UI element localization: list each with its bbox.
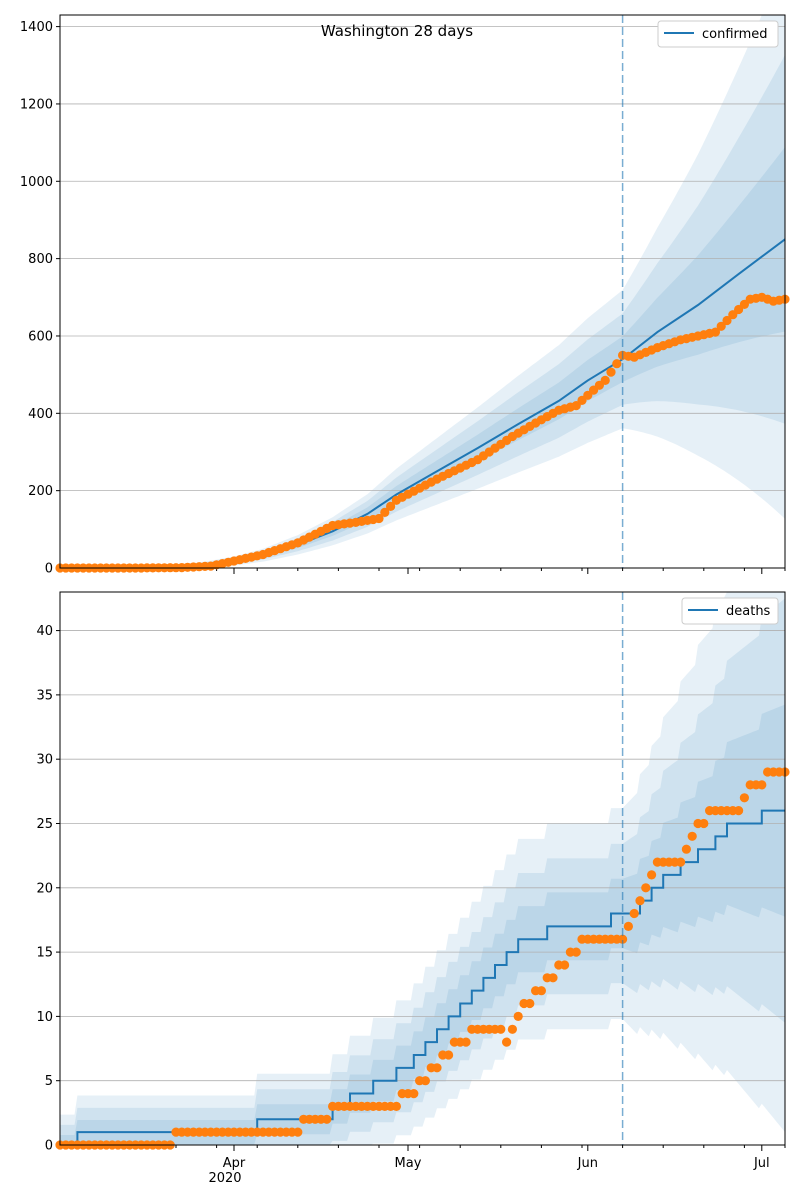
top-ytick-label: 600 (28, 329, 53, 344)
bot-ytick-label: 25 (36, 817, 53, 832)
bot-observed-point (635, 896, 645, 906)
bot-observed-point (629, 908, 639, 919)
bot-observed-point (391, 1101, 401, 1111)
bot-observed-point (496, 1024, 506, 1034)
top-legend: confirmed (657, 20, 779, 48)
bot-observed-point (757, 780, 767, 790)
bot-ytick-label: 10 (36, 1010, 53, 1025)
bot-ytick-label: 35 (36, 688, 53, 703)
xtick-label-jun: Jun (577, 1156, 598, 1171)
top-ytick-labels: 0 200 400 600 800 1000 1200 1400 (20, 20, 60, 577)
bot-observed-point (461, 1037, 471, 1047)
bot-observed-point (641, 883, 651, 893)
bot-observed-point (734, 806, 744, 816)
x-year-label: 2020 (208, 1171, 241, 1186)
bottom-legend-box (681, 597, 779, 625)
bot-ytick-label: 30 (36, 753, 53, 768)
top-ytick-label: 1200 (20, 97, 53, 112)
top-band-0 (60, 15, 785, 568)
top-observed-point (722, 315, 732, 326)
top-observed-point (612, 359, 622, 369)
top-ytick-label: 1400 (20, 20, 53, 35)
xtick-label-jul: Jul (753, 1156, 770, 1171)
top-observed-points (55, 292, 790, 573)
bot-ytick-label: 40 (36, 624, 53, 639)
bot-observed-point (432, 1063, 442, 1073)
bot-observed-point (560, 960, 570, 970)
top-ytick-label: 1000 (20, 175, 53, 190)
top-ytick-label: 800 (28, 252, 53, 267)
chart-title: Washington 28 days (321, 22, 473, 40)
bot-median-line (60, 809, 785, 1146)
bottom-bands (60, 592, 785, 1145)
bot-observed-point (618, 934, 628, 944)
bot-observed-point (513, 1011, 523, 1022)
bot-observed-point (699, 818, 709, 829)
top-observed-point (374, 513, 384, 524)
bot-ytick-label: 5 (45, 1074, 53, 1089)
top-panel: 0 200 400 600 800 1000 1200 1400 Washington 28 … (20, 14, 790, 577)
top-observed-point (600, 375, 610, 385)
top-legend-label: confirmed (702, 27, 768, 42)
xtick-label-may: May (395, 1156, 422, 1171)
top-observed-point (386, 501, 396, 511)
bottom-ytick-labels: 0 5 10 15 20 25 30 35 40 (36, 624, 60, 1154)
bot-observed-point (687, 831, 697, 841)
bot-observed-point (739, 793, 750, 803)
bot-observed-point (444, 1050, 454, 1060)
bot-ytick-label: 15 (36, 946, 53, 961)
bot-observed-point (571, 947, 581, 957)
top-observed-point (710, 327, 721, 337)
top-ytick-label: 0 (45, 562, 53, 577)
bot-observed-point (502, 1037, 512, 1047)
bottom-xticks: Apr May Jun Jul (94, 1145, 786, 1171)
bot-observed-point (525, 998, 535, 1009)
bottom-median-line-group (60, 809, 785, 1146)
bot-ytick-label: 0 (45, 1139, 53, 1154)
bot-observed-point (507, 1024, 517, 1034)
bot-observed-point (623, 921, 634, 932)
bot-band-0 (60, 592, 785, 1145)
top-band-1 (60, 54, 785, 569)
top-observed-point (716, 321, 726, 331)
bot-observed-point (681, 844, 692, 854)
bot-observed-point (409, 1089, 419, 1099)
top-ytick-label: 400 (28, 407, 53, 422)
bot-observed-point (548, 973, 558, 983)
bot-observed-point (676, 857, 686, 867)
bot-observed-point (322, 1114, 332, 1124)
xtick-label-apr: Apr (223, 1156, 246, 1171)
bottom-legend: deaths (681, 597, 779, 625)
bot-band-2 (60, 704, 785, 1145)
top-ytick-label: 200 (28, 484, 53, 499)
bot-observed-point (420, 1076, 430, 1086)
bottom-axes-frame (59, 591, 786, 1146)
top-observed-point (380, 507, 390, 517)
bot-observed-point (536, 986, 547, 996)
top-observed-point (606, 367, 616, 377)
bot-observed-point (293, 1127, 303, 1137)
bottom-observed-points (55, 767, 790, 1150)
bot-ytick-label: 20 (36, 881, 53, 896)
bot-observed-point (647, 870, 657, 880)
bottom-panel: 0 5 10 15 20 25 30 35 40 Apr May Jun Jul deaths 202… (36, 591, 790, 1186)
bottom-legend-label: deaths (726, 604, 771, 619)
top-axes-frame (59, 14, 786, 569)
top-legend-box (657, 20, 779, 48)
bot-band-1 (60, 598, 785, 1145)
